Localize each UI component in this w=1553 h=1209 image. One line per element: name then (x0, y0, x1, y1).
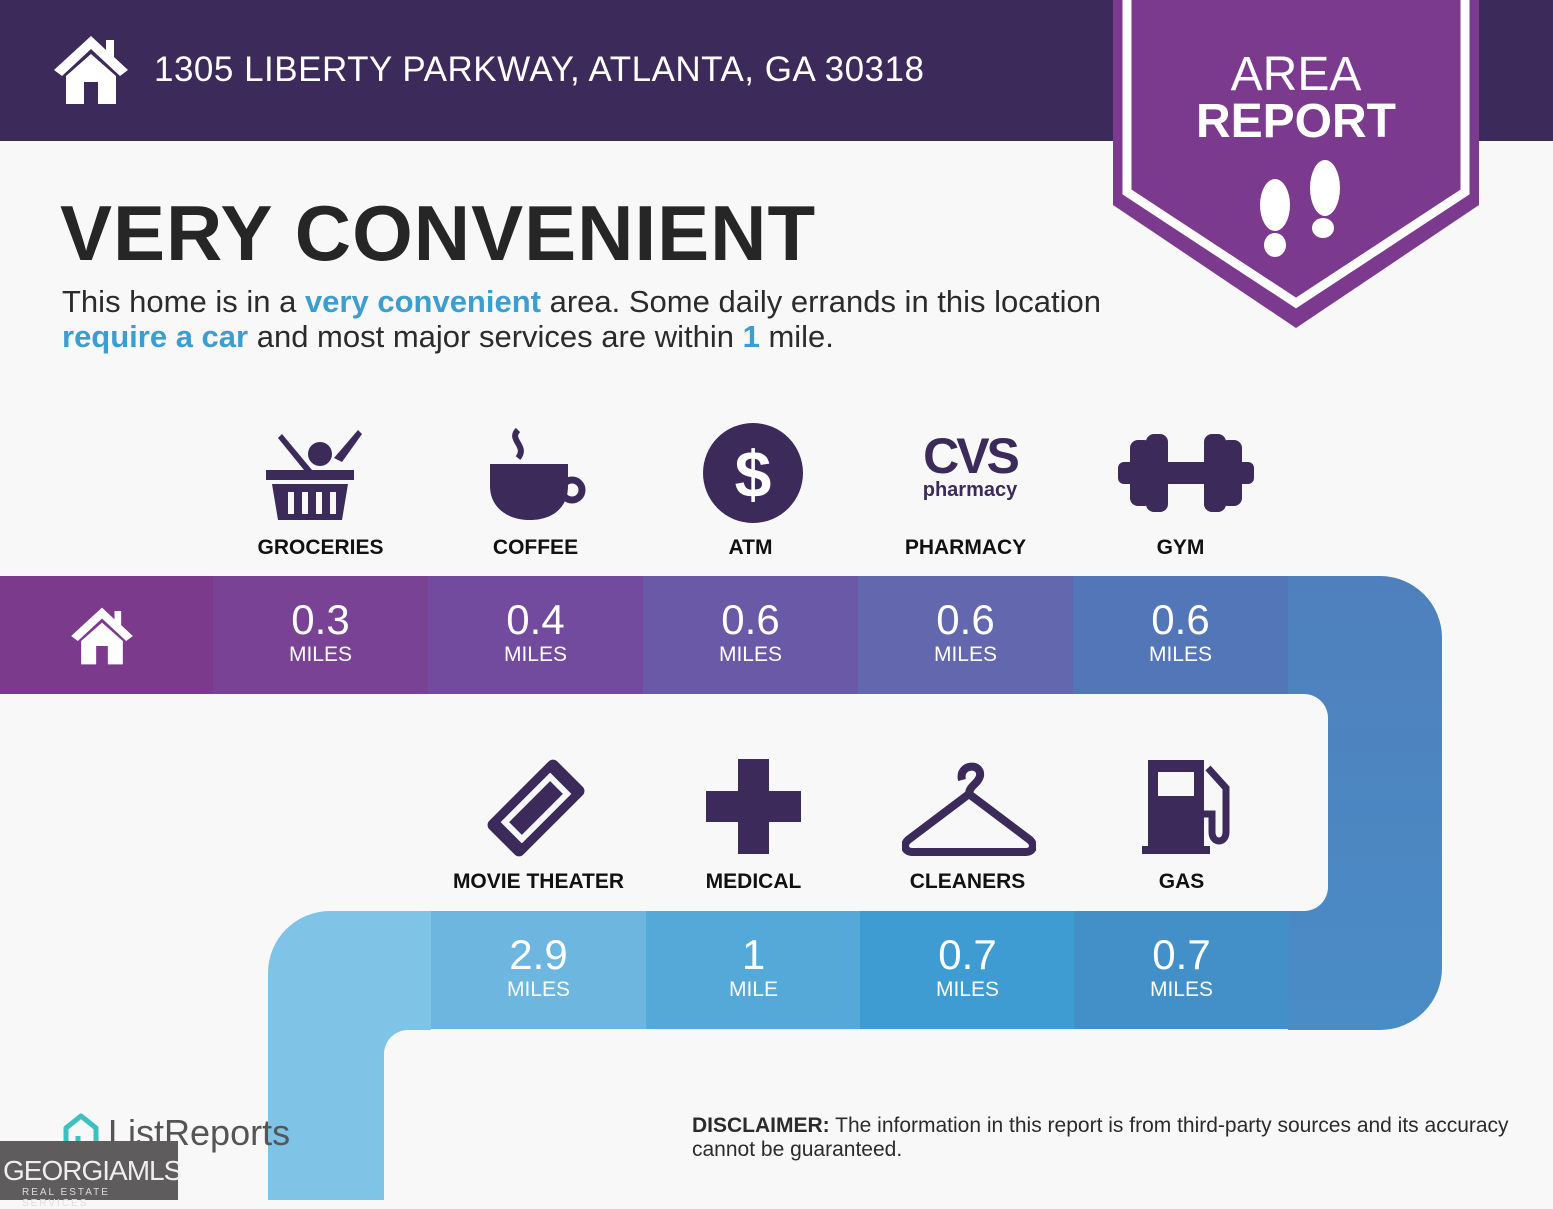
home-icon (54, 36, 128, 104)
medical-cross-icon (706, 759, 801, 854)
category-label: CLEANERS (909, 870, 1026, 893)
ticket-icon (487, 759, 585, 857)
georgia-mls-logo: GEORGIAMLS REAL ESTATE SERVICES (0, 1141, 182, 1209)
cvs-pharmacy-logo: CVS pharmacy (905, 428, 1035, 501)
distance-unit: MILES (718, 643, 783, 666)
footprints-icon (1260, 160, 1340, 257)
dollar-icon: $ (703, 423, 803, 523)
distance-unit: MILES (506, 978, 571, 1001)
badge-line1: AREA (1231, 48, 1362, 101)
distance-segment: 2.9 MILES (431, 911, 646, 1029)
distance-unit: MILES (1148, 643, 1213, 666)
distance-value: 0.6 (1151, 596, 1210, 643)
distance-segment: 0.7 MILES (860, 911, 1075, 1029)
distance-value: 0.4 (506, 596, 565, 643)
area-report-badge: AREA REPORT (1113, 0, 1479, 328)
distance-segment: 0.7 MILES (1074, 911, 1289, 1029)
cvs-logo-text: CVS (923, 428, 1020, 484)
distance-value: 0.7 (938, 931, 997, 978)
distance-value: 2.9 (509, 931, 568, 978)
home-icon (71, 607, 133, 665)
category-label: COFFEE (492, 536, 579, 559)
path-gap-lower (384, 1030, 1304, 1200)
distance-value: 0.3 (291, 596, 350, 643)
disclaimer: DISCLAIMER: The information in this repo… (692, 1114, 1512, 1162)
desc-text: area. Some daily errands in this locatio… (540, 284, 1101, 319)
distance-segment: 0.4 MILES (428, 576, 643, 694)
gas-pump-icon (1142, 760, 1230, 854)
distance-segment: 0.6 MILES (858, 576, 1073, 694)
desc-text: and most major services are within (248, 319, 743, 354)
distance-segment: 1 MILE (646, 911, 861, 1029)
category-label: GAS (1158, 870, 1205, 893)
coffee-cup-icon (490, 428, 586, 520)
home-segment (0, 576, 213, 694)
distance-unit: MILES (933, 643, 998, 666)
hanger-icon (902, 762, 1036, 856)
distance-unit: MILES (288, 643, 353, 666)
desc-text: This home is in a (62, 284, 305, 319)
distance-segment: 0.3 MILES (213, 576, 428, 694)
distance-segment: 0.6 MILES (1073, 576, 1288, 694)
svg-text:$: $ (735, 437, 772, 511)
distance-value: 1 (741, 931, 766, 978)
property-address: 1305 LIBERTY PARKWAY, ATLANTA, GA 30318 (154, 50, 925, 89)
desc-highlight: require a car (62, 319, 249, 354)
distance-unit: MILES (1149, 978, 1214, 1001)
grocery-basket-icon (266, 430, 362, 520)
category-label: ATM (728, 536, 773, 559)
distance-segment: 0.6 MILES (643, 576, 858, 694)
distance-unit: MILES (503, 643, 568, 666)
distance-value: 0.6 (936, 596, 995, 643)
summary-description: This home is in a very convenient area. … (62, 284, 1122, 354)
convenience-rating: VERY CONVENIENT (60, 189, 817, 277)
disclaimer-text: The information in this report is from t… (692, 1114, 1509, 1161)
desc-highlight: 1 (742, 319, 760, 354)
category-label: PHARMACY (904, 536, 1027, 559)
mls-logo-sub: REAL ESTATE SERVICES (22, 1187, 110, 1209)
mls-logo-text: GEORGIAMLS (3, 1155, 182, 1186)
category-label: MEDICAL (705, 870, 802, 893)
cvs-logo-sub: pharmacy (922, 479, 1018, 501)
dumbbell-icon (1118, 434, 1254, 512)
desc-text: mile. (759, 319, 834, 354)
disclaimer-label: DISCLAIMER: (692, 1114, 830, 1137)
distance-value: 0.7 (1152, 931, 1211, 978)
category-label: GYM (1156, 536, 1205, 559)
distance-value: 0.6 (721, 596, 780, 643)
desc-highlight: very convenient (304, 284, 541, 319)
distance-unit: MILE (728, 978, 778, 1001)
badge-line2: REPORT (1196, 95, 1396, 148)
category-label: GROCERIES (257, 536, 384, 559)
category-label: MOVIE THEATER (452, 870, 625, 893)
distance-unit: MILES (935, 978, 1000, 1001)
